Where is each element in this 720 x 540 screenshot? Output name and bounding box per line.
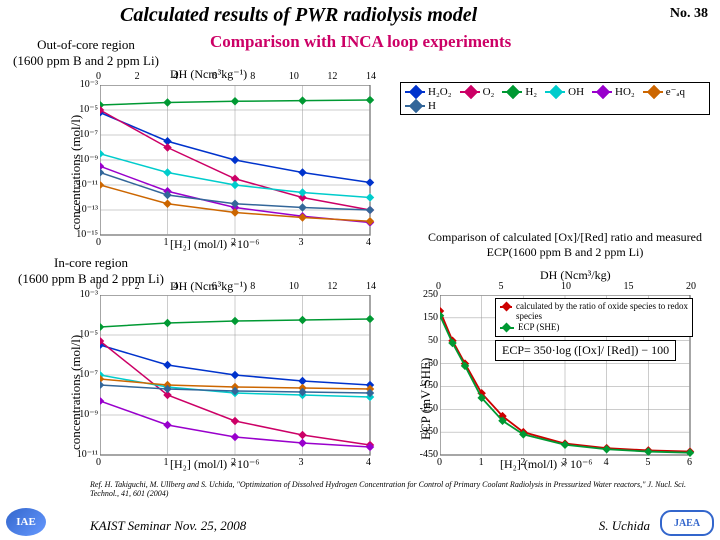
chart3-title: Comparison of calculated [Ox]/[Red] rati… xyxy=(420,230,710,260)
logo-iae: IAE xyxy=(6,508,46,536)
region1-box: Out-of-core region (1600 ppm B and 2 ppm… xyxy=(2,35,170,70)
species-legend: H₂O₂O₂H₂OHHO₂e⁻ₐqH xyxy=(400,82,710,115)
chart1-toplabel: DH (Ncm³kg⁻¹) xyxy=(170,67,247,82)
chart3-legend: calculated by the ratio of oxide species… xyxy=(495,298,693,337)
chart3-formula: ECP= 350·log ([Ox]/ [Red]) − 100 xyxy=(495,340,676,361)
page-title: Calculated results of PWR radiolysis mod… xyxy=(120,4,477,27)
region2-line1: In-core region xyxy=(6,255,176,271)
reference-text: Ref. H. Takiguchi, M. Ullberg and S. Uch… xyxy=(90,480,700,498)
chart2 xyxy=(100,295,380,465)
footer-left: KAIST Seminar Nov. 25, 2008 xyxy=(90,518,246,534)
chart3-toplabel: DH (Ncm³/kg) xyxy=(540,268,611,283)
chart1 xyxy=(100,85,380,245)
region2-box: In-core region (1600 ppm B and 2 ppm Li) xyxy=(2,253,180,288)
page-subtitle: Comparison with INCA loop experiments xyxy=(210,32,511,52)
page-number: No. 38 xyxy=(670,6,708,22)
region1-line2: (1600 ppm B and 2 ppm Li) xyxy=(6,53,166,69)
logo-jaea: JAEA xyxy=(660,510,714,536)
region1-line1: Out-of-core region xyxy=(6,37,166,53)
chart2-toplabel: DH (Ncm³kg⁻¹) xyxy=(170,279,247,294)
chart2-ylabel: concentrations (mol/l) xyxy=(68,335,84,450)
footer-right: S. Uchida xyxy=(599,518,650,534)
region2-line2: (1600 ppm B and 2 ppm Li) xyxy=(6,271,176,287)
